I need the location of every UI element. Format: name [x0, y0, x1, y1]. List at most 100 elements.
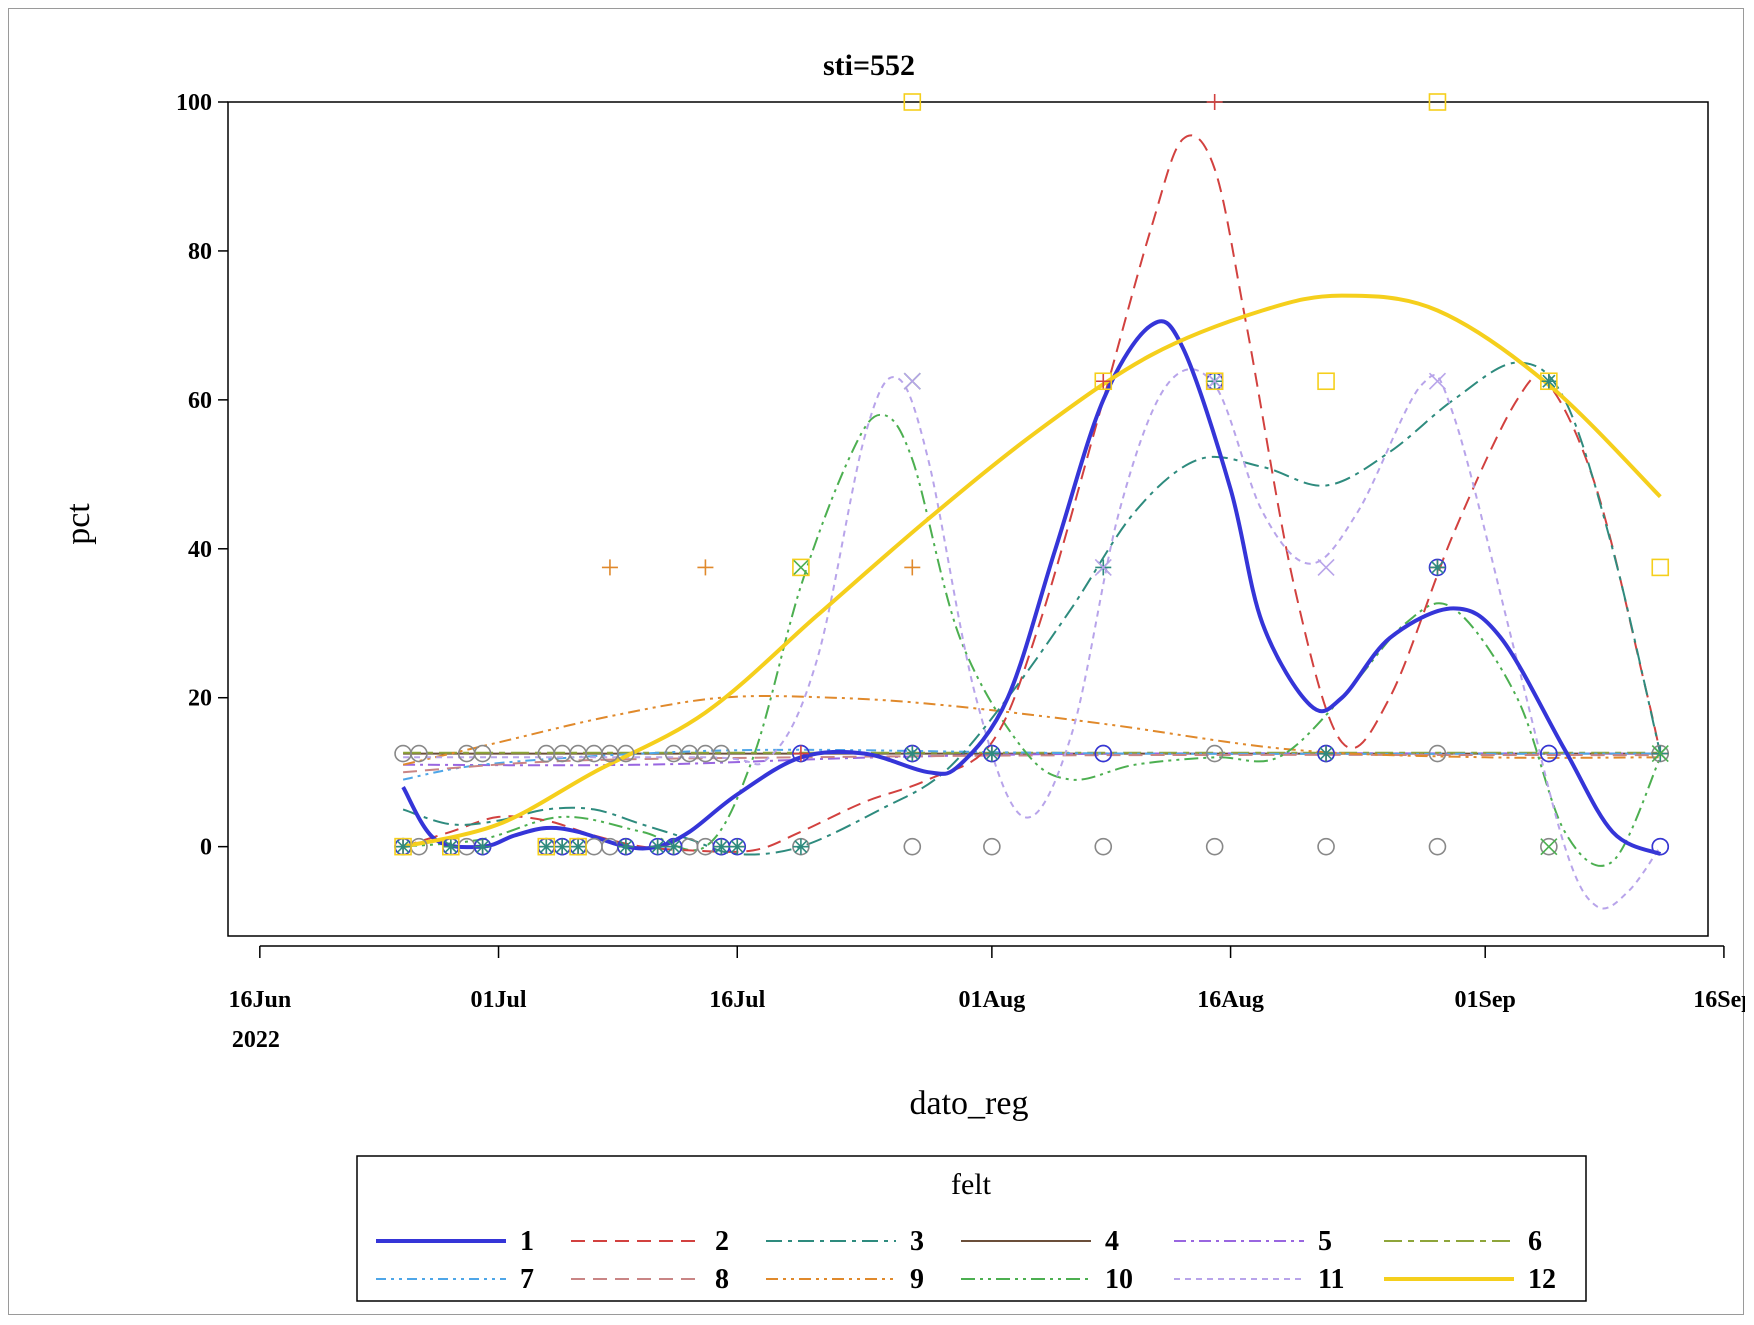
legend-item-10: 10	[961, 1264, 1133, 1295]
background-marker	[1205, 744, 1224, 763]
legend-item-3: 3	[766, 1226, 924, 1257]
series-marker-12	[1317, 372, 1335, 391]
series-marker-3	[1540, 373, 1557, 390]
series-marker-12	[1540, 372, 1558, 391]
legend-items: 1 2 3 4 5 67 8 9 10 11 12	[376, 1226, 1556, 1295]
series-marker-12	[394, 837, 412, 856]
series-marker-1	[1651, 837, 1670, 856]
background-marker	[1540, 837, 1558, 856]
legend-label: 5	[1318, 1226, 1332, 1257]
series-marker-1	[1094, 744, 1113, 763]
series-marker-3	[665, 838, 682, 855]
legend-item-8: 8	[571, 1264, 729, 1295]
legend-label: 9	[910, 1264, 924, 1295]
series-marker-10	[1651, 744, 1669, 763]
series-marker-10	[792, 558, 810, 576]
series-marker-11	[1206, 372, 1224, 390]
legend-label: 12	[1528, 1264, 1556, 1295]
series-marker-9	[697, 559, 714, 576]
series-marker-10	[1540, 838, 1558, 856]
series-marker-3	[617, 838, 634, 855]
x-tick-sublabel: 2022	[232, 1027, 280, 1053]
series-marker-12	[569, 837, 587, 856]
chart-frame: sti=552 0 20 40 60 80 100 16Jun 2022 01Jul 16Jul…	[8, 8, 1754, 1315]
background-marker	[712, 744, 731, 763]
series-marker-3	[570, 838, 587, 855]
series-marker-3	[1429, 559, 1446, 576]
series-marker-12	[1428, 93, 1447, 111]
series-marker-3	[554, 838, 571, 855]
background-marker	[410, 744, 428, 763]
series-marker-3	[713, 838, 730, 855]
background-marker	[1428, 744, 1447, 763]
x-tick-label: 16Jun	[228, 987, 291, 1013]
x-axis-title: dato_reg	[910, 1085, 1029, 1122]
background-marker	[1205, 837, 1224, 856]
marker-layer	[394, 93, 1670, 856]
y-axis: 0 20 40 60 80 100	[176, 90, 228, 861]
series-marker-2	[1206, 94, 1223, 110]
series-marker-12	[1205, 372, 1224, 391]
series-line-12	[402, 293, 1662, 849]
series-layer	[401, 134, 1662, 910]
series-line-2	[402, 134, 1662, 853]
y-tick-label: 60	[188, 388, 212, 414]
background-marker	[983, 837, 1001, 856]
legend-label: 4	[1105, 1226, 1119, 1257]
legend-label: 7	[520, 1264, 534, 1295]
x-tick-label: 01Jul	[471, 987, 527, 1013]
legend-item-12: 12	[1384, 1264, 1556, 1295]
series-marker-3	[729, 838, 746, 855]
series-marker-3	[904, 745, 921, 762]
series-marker-2	[1095, 373, 1112, 390]
series-marker-12	[441, 837, 460, 856]
chart-title: sti=552	[823, 49, 915, 82]
x-tick-label: 01Aug	[959, 987, 1026, 1013]
legend-label: 2	[715, 1226, 729, 1257]
y-tick-label: 20	[188, 686, 212, 712]
series-marker-12	[792, 558, 810, 577]
legend-item-5: 5	[1174, 1226, 1332, 1257]
series-marker-9	[904, 559, 921, 576]
legend-item-6: 6	[1384, 1226, 1542, 1257]
legend-label: 8	[715, 1264, 729, 1295]
series-marker-3	[395, 838, 412, 855]
background-marker	[473, 744, 492, 763]
background-marker	[1094, 837, 1113, 856]
series-marker-3	[538, 838, 555, 855]
series-marker-11	[1094, 558, 1112, 576]
series-marker-9	[601, 559, 618, 576]
series-line-1	[401, 319, 1662, 856]
legend-item-4: 4	[961, 1226, 1119, 1257]
series-marker-11	[1317, 558, 1335, 576]
series-marker-3	[792, 838, 809, 855]
legend-item-9: 9	[766, 1264, 924, 1295]
series-marker-11	[1428, 372, 1447, 390]
legend-label: 11	[1318, 1264, 1344, 1295]
series-line-7	[402, 748, 1661, 781]
y-tick-label: 100	[176, 90, 212, 116]
series-marker-12	[537, 837, 556, 856]
legend-label: 1	[520, 1226, 534, 1257]
series-marker-3	[649, 838, 666, 855]
series-marker-11	[903, 372, 921, 390]
legend-label: 6	[1528, 1226, 1542, 1257]
x-tick-label: 01Sep	[1455, 987, 1516, 1013]
series-marker-3	[442, 838, 459, 855]
series-marker-2	[792, 745, 809, 762]
legend-title: felt	[951, 1168, 992, 1201]
legend-label: 10	[1105, 1264, 1133, 1295]
series-marker-12	[1094, 372, 1113, 391]
background-marker	[1428, 837, 1447, 856]
y-tick-label: 40	[188, 537, 212, 563]
legend-item-1: 1	[376, 1226, 534, 1257]
background-marker	[585, 837, 603, 856]
background-marker	[903, 837, 922, 856]
x-axis: 16Jun 2022 01Jul 16Jul 01Aug 16Aug 01Sep 16Sep	[228, 945, 1754, 1053]
legend-item-11: 11	[1174, 1264, 1344, 1295]
background-marker	[617, 744, 635, 763]
legend: felt 1 2 3 4 5 67 8 9 10 11 12	[356, 1155, 1587, 1302]
series-line-10	[403, 413, 1662, 867]
chart-canvas: sti=552 0 20 40 60 80 100 16Jun 2022 01Jul 16Jul…	[60, 49, 1754, 1302]
background-marker	[680, 837, 699, 856]
